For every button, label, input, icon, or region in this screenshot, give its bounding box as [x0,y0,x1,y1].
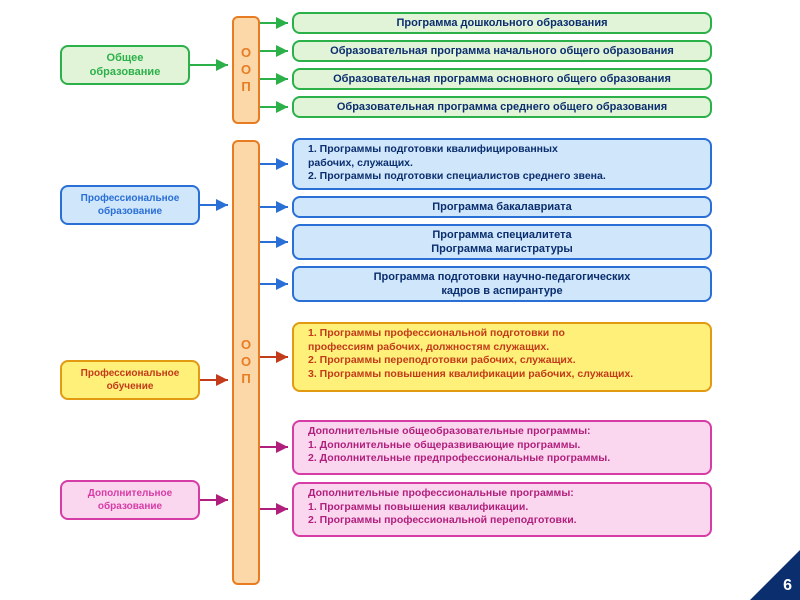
professional-item-1: Программа бакалавриата [292,196,712,218]
general-item-0: Программа дошкольного образования [292,12,712,34]
general-item-1: Образовательная программа начального общ… [292,40,712,62]
label-additional-education: Дополнительное образование [60,480,200,520]
oop-box-2: ООП [232,140,260,585]
corner-triangle [750,550,800,600]
professional-item-2: Программа специалитета Программа магистр… [292,224,712,260]
additional-item-1: Дополнительные профессиональные программ… [292,482,712,537]
label-professional-education: Профессиональное образование [60,185,200,225]
label-professional-training: Профессиональное обучение [60,360,200,400]
general-item-3: Образовательная программа среднего общег… [292,96,712,118]
professional-item-0: 1. Программы подготовки квалифицированны… [292,138,712,190]
additional-item-0: Дополнительные общеобразовательные прогр… [292,420,712,475]
professional-item-3: Программа подготовки научно-педагогическ… [292,266,712,302]
general-item-2: Образовательная программа основного обще… [292,68,712,90]
slide-number: 6 [783,577,792,595]
label-general-education: Общее образование [60,45,190,85]
oop-box-1: ООП [232,16,260,124]
training-item-0: 1. Программы профессиональной подготовки… [292,322,712,392]
